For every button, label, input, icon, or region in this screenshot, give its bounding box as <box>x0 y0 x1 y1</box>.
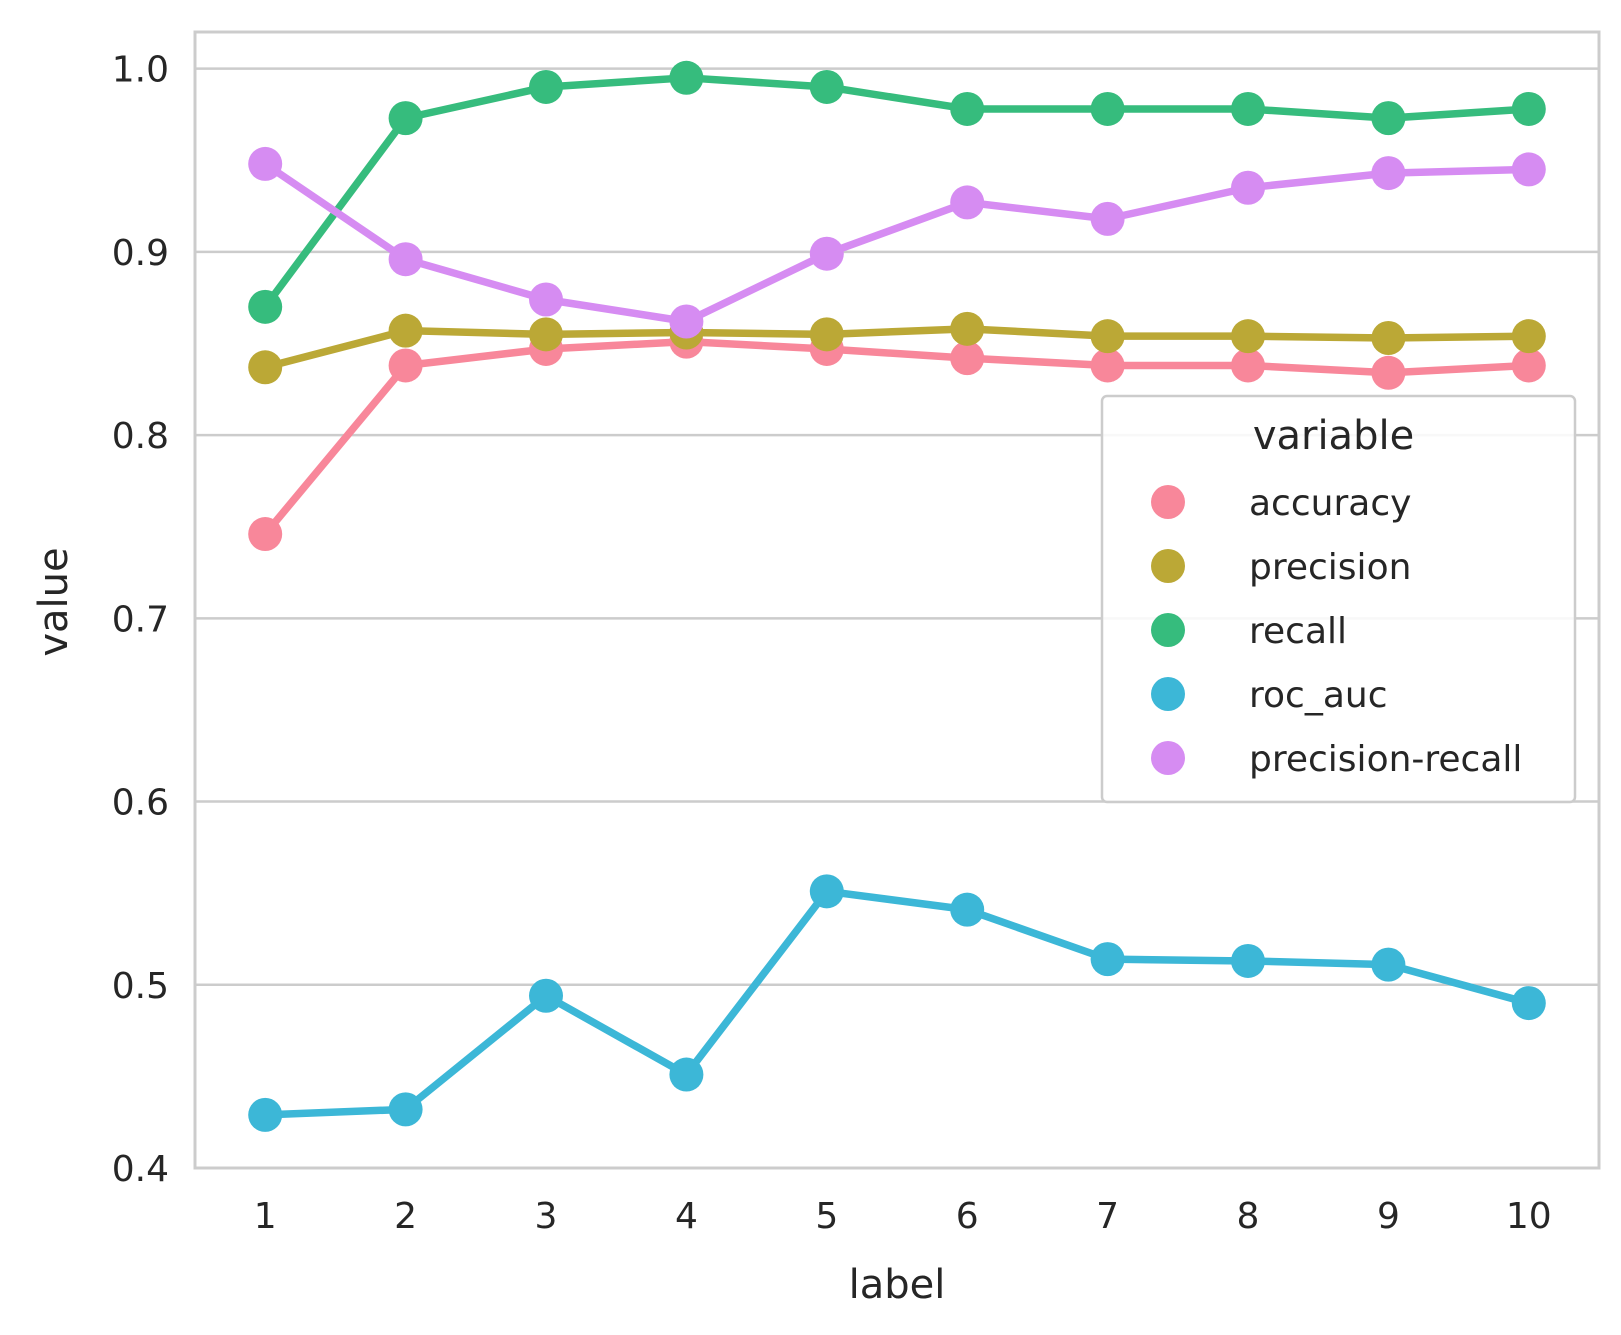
y-tick-labels: 0.4 0.5 0.6 0.7 0.8 0.9 1.0 <box>112 50 169 1190</box>
y-tick-label: 0.4 <box>112 1149 169 1190</box>
x-tick-label: 8 <box>1237 1196 1260 1237</box>
data-point <box>809 236 844 271</box>
x-tick-label: 3 <box>535 1196 558 1237</box>
legend-label: precision <box>1249 547 1411 588</box>
x-tick-label: 7 <box>1096 1196 1119 1237</box>
data-point <box>388 313 423 348</box>
x-tick-label: 10 <box>1506 1196 1552 1237</box>
data-point <box>1511 986 1546 1021</box>
data-point <box>248 350 283 385</box>
legend-marker <box>1151 613 1185 647</box>
data-point <box>1231 170 1265 205</box>
data-point <box>809 317 844 352</box>
y-tick-label: 0.7 <box>112 599 169 640</box>
plot-frame <box>193 30 1601 1170</box>
series-precision-recall <box>248 146 1546 339</box>
data-point <box>1090 942 1125 977</box>
series-line <box>261 337 1533 538</box>
series-recall <box>248 60 1546 324</box>
data-point <box>809 874 844 909</box>
legend-label: roc_auc <box>1249 675 1388 716</box>
series-roc_auc <box>248 874 1546 1132</box>
series-line <box>261 887 1533 1119</box>
data-point <box>1371 947 1406 982</box>
legend-box <box>1100 394 1577 804</box>
legend-item: recall <box>1151 611 1347 652</box>
legend-item: precision <box>1151 547 1411 588</box>
series-precision <box>248 311 1546 385</box>
data-point <box>529 978 563 1013</box>
data-point <box>1231 348 1265 383</box>
data-point <box>1090 319 1125 354</box>
data-point <box>950 341 985 376</box>
legend-label: recall <box>1249 611 1347 652</box>
data-point <box>1231 943 1265 978</box>
data-point <box>1371 101 1406 136</box>
data-point <box>669 60 704 95</box>
legend-marker <box>1151 549 1185 583</box>
x-tick-label: 1 <box>254 1196 277 1237</box>
data-point <box>388 1092 423 1127</box>
data-point <box>388 101 423 136</box>
data-point <box>1511 319 1546 354</box>
legend-marker <box>1151 741 1185 775</box>
legend-item: accuracy <box>1151 483 1411 524</box>
series-layer <box>248 60 1546 1132</box>
data-point <box>529 282 563 317</box>
legend-marker <box>1151 485 1185 519</box>
data-point <box>1511 91 1546 126</box>
legend-title: variable <box>1253 413 1414 459</box>
legend-label: accuracy <box>1249 483 1411 524</box>
x-tick-label: 4 <box>675 1196 698 1237</box>
y-tick-label: 0.9 <box>112 233 169 274</box>
data-point <box>1371 156 1406 191</box>
data-point <box>388 242 423 277</box>
y-tick-label: 0.6 <box>112 783 169 824</box>
data-point <box>950 185 985 220</box>
data-point <box>248 1097 283 1132</box>
series-line <box>261 325 1533 372</box>
data-point <box>669 304 704 339</box>
data-point <box>809 69 844 104</box>
legend-item: precision-recall <box>1151 739 1522 780</box>
data-point <box>1231 319 1265 354</box>
y-tick-label: 0.8 <box>112 416 169 457</box>
legend: variable accuracy precision recall roc_aucp… <box>1100 394 1577 804</box>
data-point <box>1090 91 1125 126</box>
data-point <box>248 517 283 552</box>
data-point <box>1511 348 1546 383</box>
data-point <box>1371 355 1406 390</box>
x-tick-label: 9 <box>1377 1196 1400 1237</box>
series-line <box>261 74 1533 311</box>
legend-item: roc_auc <box>1151 675 1388 716</box>
y-axis-label: value <box>31 547 77 656</box>
x-tick-labels: 1 2 3 4 5 6 7 8 9 10 <box>254 1196 1552 1237</box>
data-point <box>950 892 985 927</box>
data-point <box>1511 152 1546 187</box>
legend-items: accuracy precision recall roc_auc precision-… <box>1151 483 1522 780</box>
x-tick-label: 2 <box>394 1196 417 1237</box>
data-point <box>950 91 985 126</box>
data-point <box>1090 201 1125 236</box>
legend-label: precision-recall <box>1249 739 1522 780</box>
x-axis-label: label <box>849 1262 946 1308</box>
data-point <box>950 311 985 346</box>
series-line <box>261 160 1533 326</box>
data-point <box>529 317 563 352</box>
data-point <box>1231 91 1265 126</box>
data-point <box>248 289 283 324</box>
data-point <box>1090 348 1125 383</box>
data-point <box>669 1057 704 1092</box>
data-point <box>1371 320 1406 355</box>
data-point <box>529 69 563 104</box>
y-tick-label: 1.0 <box>112 50 169 91</box>
x-tick-label: 6 <box>956 1196 979 1237</box>
y-tick-label: 0.5 <box>112 966 169 1007</box>
legend-marker <box>1151 677 1185 711</box>
x-tick-label: 5 <box>815 1196 838 1237</box>
data-point <box>248 146 283 181</box>
data-point <box>388 348 423 383</box>
